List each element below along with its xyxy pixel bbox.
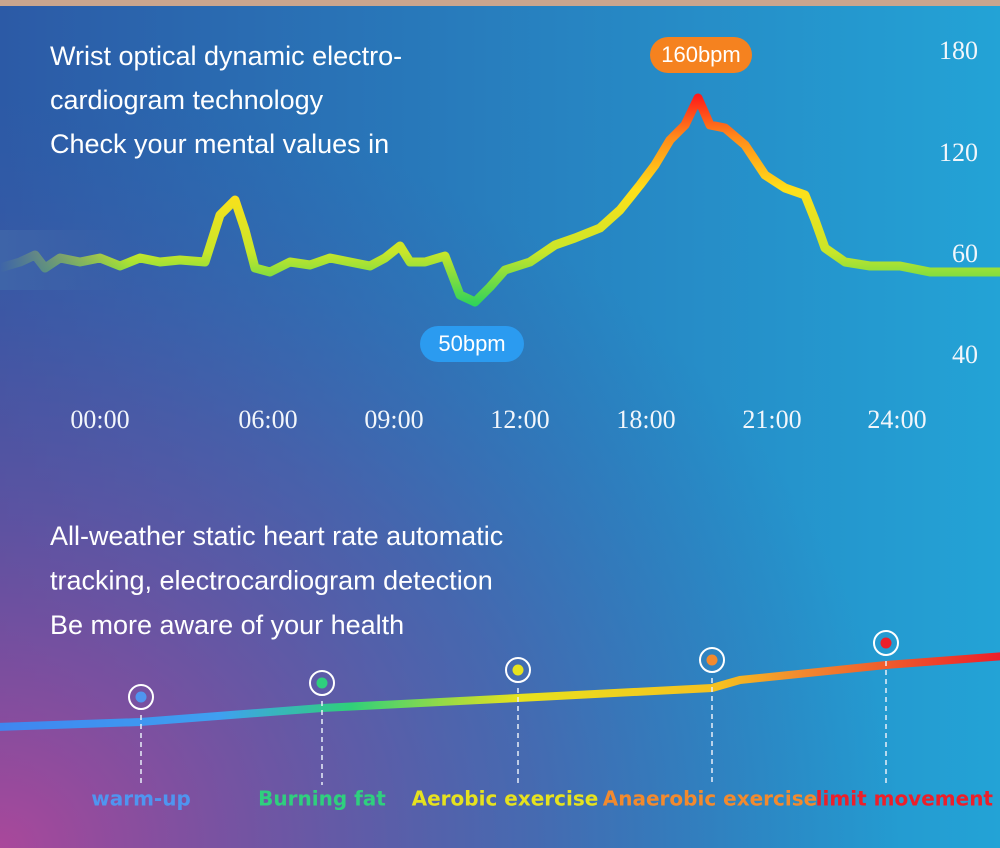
zone-label: Aerobic exercise [412,787,599,811]
peak-label: 160bpm [661,42,741,67]
intro-line: cardiogram technology [50,85,324,115]
tracking-line: Be more aware of your health [50,610,404,640]
intro-line: Check your mental values in [50,129,389,159]
zone-label: Burning fat [258,787,386,811]
x-axis-label: 18:00 [616,405,675,434]
zone-label: Anaerobic exercise [603,787,817,811]
zone-ring [873,630,899,656]
curve-fade [0,230,130,290]
zone-ring [505,657,531,683]
low-label: 50bpm [438,331,505,356]
y-axis-label: 40 [952,340,978,369]
top-strip [0,0,1000,6]
intro-line: Wrist optical dynamic electro- [50,41,402,71]
x-axis-label: 21:00 [742,405,801,434]
x-axis-label: 00:00 [70,405,129,434]
peak-pill [650,37,752,73]
heart-rate-curve [0,93,1000,307]
zone-dot [135,691,147,703]
y-axis-label: 60 [952,239,978,268]
x-axis-label: 12:00 [490,405,549,434]
x-axis-label: 06:00 [238,405,297,434]
low-pill [420,326,524,362]
zone-ring [699,647,725,673]
zone-ring [309,670,335,696]
zone-ring [128,684,154,710]
zone-dot [880,637,892,649]
y-axis-label: 120 [939,138,978,167]
zone-label: limit movement [816,787,994,811]
zone-dot [706,654,718,666]
tracking-line: All-weather static heart rate automatic [50,521,503,551]
zone-label: warm-up [91,787,191,811]
x-axis-label: 09:00 [364,405,423,434]
y-axis-label: 180 [939,36,978,65]
zone-dot [316,677,328,689]
zone-line [0,652,1000,731]
zone-dot [512,664,524,676]
tracking-line: tracking, electrocardiogram detection [50,566,493,596]
x-axis-label: 24:00 [867,405,926,434]
